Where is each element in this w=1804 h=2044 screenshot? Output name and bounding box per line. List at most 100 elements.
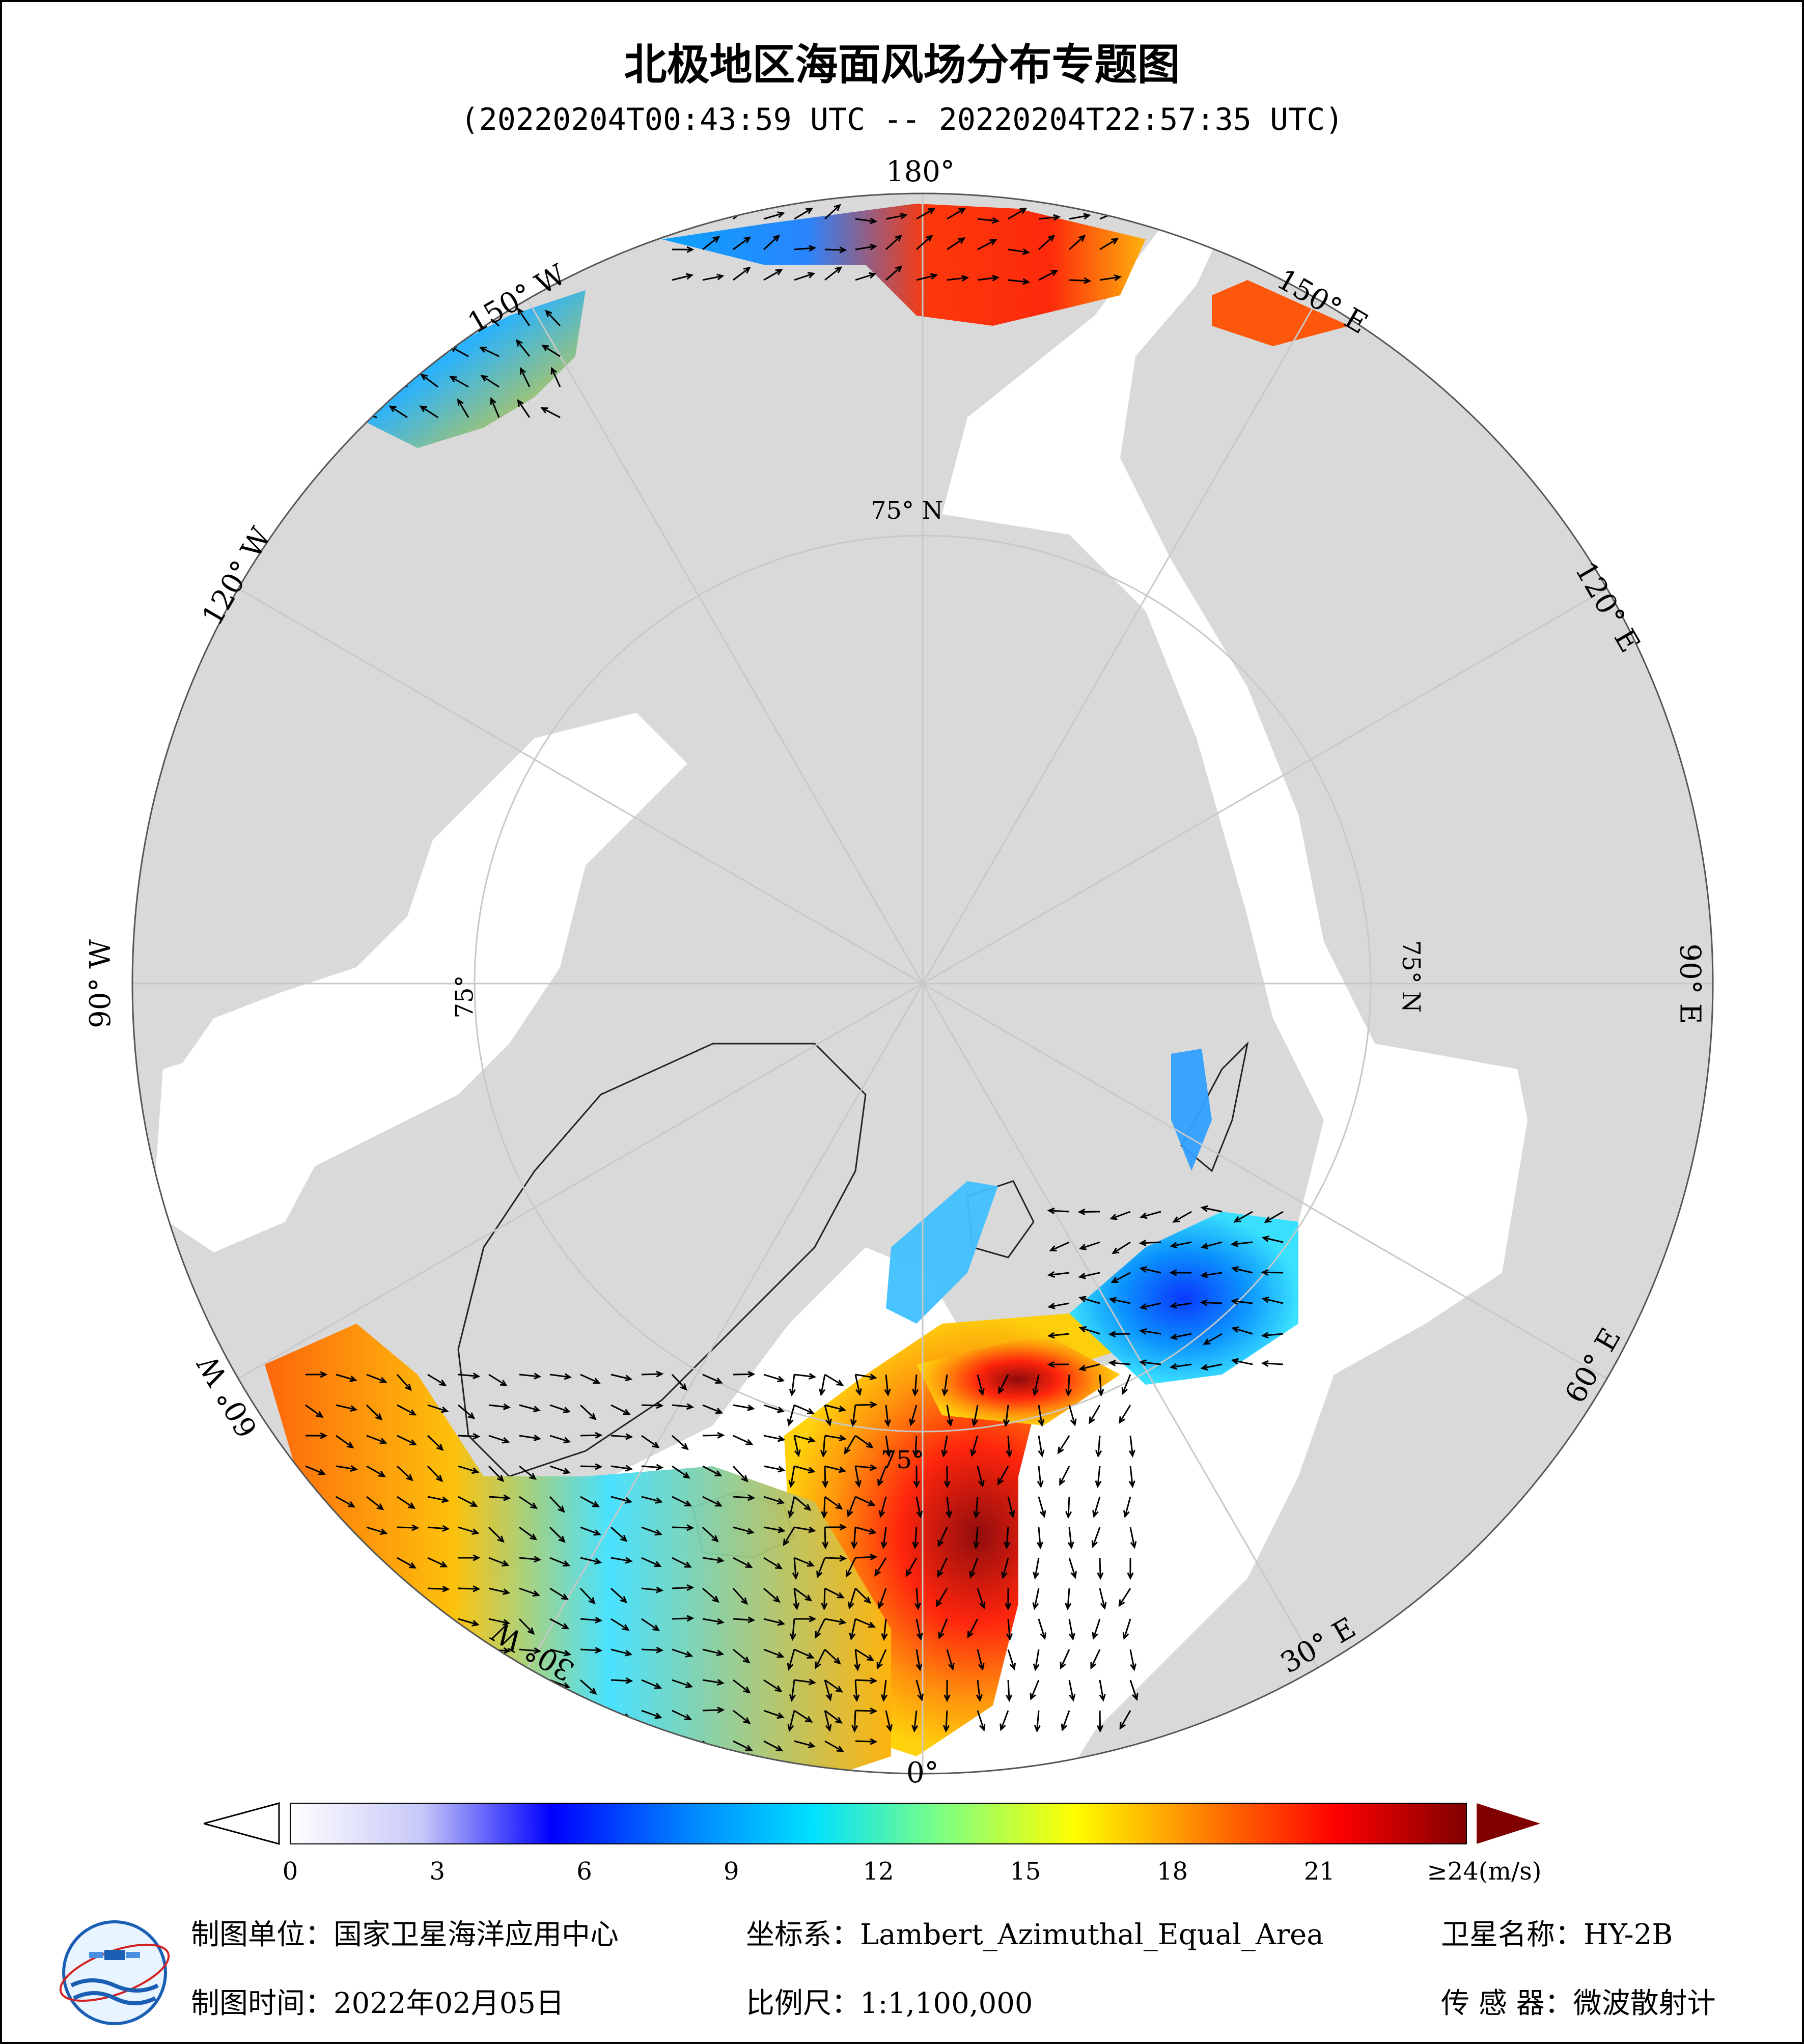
wind-arrow bbox=[794, 1373, 817, 1380]
wind-arrow bbox=[672, 1615, 695, 1622]
wind-arrow bbox=[702, 1374, 723, 1384]
wind-arrow bbox=[855, 1374, 877, 1381]
wind-arrow bbox=[788, 1496, 795, 1519]
wind-arrow bbox=[969, 1557, 979, 1579]
wind-arrow bbox=[733, 1370, 756, 1378]
wind-arrow bbox=[427, 1435, 444, 1451]
wind-arrow bbox=[1170, 1241, 1192, 1249]
wind-arrow bbox=[541, 345, 561, 357]
greenland bbox=[457, 1043, 867, 1477]
wind-arrow bbox=[580, 1646, 603, 1654]
wind-arrow bbox=[824, 1435, 847, 1442]
wind-swath-kara bbox=[1171, 1049, 1212, 1171]
wind-arrow bbox=[733, 1526, 755, 1535]
wind-arrow bbox=[1007, 1649, 1016, 1671]
wind-arrow bbox=[610, 1557, 633, 1564]
wind-arrow bbox=[1057, 1435, 1070, 1454]
wind-arrow bbox=[549, 1557, 571, 1567]
colorbar-tick-label: 9 bbox=[723, 1857, 739, 1886]
wind-arrow bbox=[449, 376, 469, 388]
wind-arrow bbox=[580, 1526, 601, 1536]
wind-arrow bbox=[672, 1465, 690, 1479]
wind-arrow bbox=[427, 1585, 450, 1592]
wind-arrow bbox=[846, 1557, 856, 1578]
wind-arrow bbox=[671, 1374, 687, 1391]
wind-arrow bbox=[732, 1465, 748, 1482]
wind-arrow bbox=[702, 1556, 725, 1563]
wind-arrow bbox=[733, 1557, 753, 1568]
wind-arrow bbox=[942, 1710, 950, 1733]
wind-arrow bbox=[305, 1432, 328, 1439]
wind-arrow bbox=[1047, 1332, 1070, 1339]
wind-arrow bbox=[788, 1466, 795, 1488]
wind-arrow bbox=[1003, 1405, 1010, 1427]
wind-arrow bbox=[821, 1588, 828, 1611]
wind-arrow bbox=[610, 1496, 633, 1504]
wind-swath-okhotsk bbox=[1212, 280, 1349, 346]
wind-arrow bbox=[672, 1524, 695, 1531]
wind-arrow bbox=[1097, 1374, 1104, 1397]
wind-arrow bbox=[1121, 1374, 1131, 1395]
wind-arrow bbox=[855, 1707, 878, 1715]
wind-arrow bbox=[397, 1679, 419, 1686]
wind-arrow bbox=[458, 1646, 481, 1654]
meridian-line bbox=[238, 983, 923, 1380]
wind-arrow bbox=[1005, 1588, 1012, 1611]
wind-arrow bbox=[1008, 207, 1028, 220]
wind-arrow bbox=[364, 338, 378, 357]
wind-arrow bbox=[672, 273, 694, 281]
wind-arrow bbox=[336, 1648, 356, 1659]
wind-arrow bbox=[997, 1466, 1009, 1486]
wind-arrow bbox=[816, 1557, 826, 1579]
wind-arrow bbox=[457, 398, 469, 418]
wind-arrow bbox=[641, 1679, 662, 1689]
wind-arrow bbox=[1067, 1527, 1074, 1550]
wind-arrow bbox=[794, 1557, 815, 1567]
wind-arrow bbox=[855, 1435, 874, 1448]
wind-arrow bbox=[946, 1496, 953, 1519]
wind-arrow bbox=[1095, 1435, 1102, 1458]
wind-arrow bbox=[427, 1496, 450, 1503]
wind-arrow bbox=[783, 1527, 795, 1547]
wind-arrow bbox=[488, 1526, 505, 1543]
wind-swath-fram-strait bbox=[886, 1181, 998, 1324]
wind-arrow bbox=[702, 1496, 723, 1507]
wind-arrow bbox=[305, 1648, 326, 1659]
wind-arrow bbox=[915, 1679, 924, 1701]
colorbar-tick-label: 6 bbox=[576, 1857, 592, 1886]
wind-arrow bbox=[824, 1679, 843, 1693]
wind-arrow bbox=[365, 368, 378, 387]
wind-arrow bbox=[789, 1618, 796, 1641]
wind-arrow bbox=[641, 1496, 663, 1504]
wind-arrow bbox=[305, 1710, 326, 1719]
sensor-label: 传 感 器：微波散射计 bbox=[1441, 1987, 1716, 2020]
wind-arrow bbox=[851, 1710, 858, 1733]
colorbar-tick-label: 12 bbox=[863, 1857, 894, 1886]
wind-arrow bbox=[519, 1679, 540, 1689]
wind-arrow bbox=[397, 1646, 420, 1654]
wind-arrow bbox=[1069, 277, 1092, 284]
colorbar-tick-label: 15 bbox=[1010, 1857, 1041, 1886]
wind-arrow bbox=[549, 1587, 569, 1600]
wind-arrow bbox=[977, 1466, 985, 1488]
meridian-line bbox=[922, 299, 1319, 984]
wind-arrow bbox=[336, 1404, 358, 1412]
wind-arrow bbox=[458, 1465, 480, 1474]
wind-arrow bbox=[1127, 1557, 1134, 1580]
wind-arrow bbox=[824, 204, 841, 220]
wind-arrow bbox=[824, 1710, 832, 1732]
wind-arrow bbox=[488, 1710, 510, 1719]
wind-arrow bbox=[824, 246, 847, 254]
wind-arrow bbox=[1122, 1618, 1131, 1640]
wind-arrow bbox=[488, 1374, 508, 1387]
wind-arrow bbox=[911, 1710, 919, 1733]
wind-arrow bbox=[480, 375, 499, 388]
wind-arrow bbox=[885, 1710, 893, 1732]
wind-arrow bbox=[335, 1557, 351, 1575]
wind-arrow bbox=[905, 1557, 918, 1577]
wind-arrow bbox=[641, 1526, 662, 1536]
wind-arrow bbox=[458, 1585, 481, 1592]
wind-arrow bbox=[947, 207, 966, 220]
wind-arrow bbox=[1200, 1363, 1223, 1371]
